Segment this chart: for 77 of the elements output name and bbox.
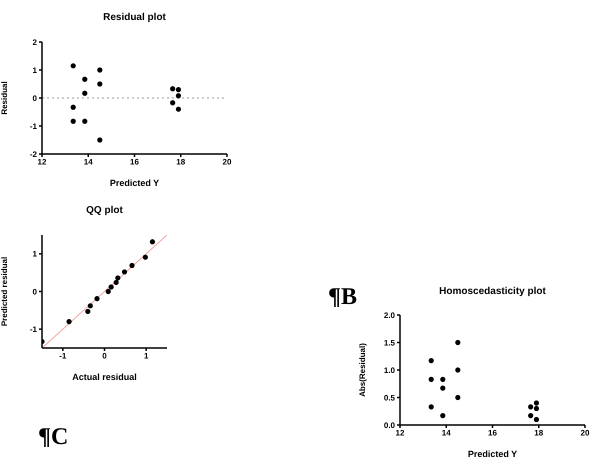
- point: [129, 262, 135, 268]
- point: [455, 367, 460, 373]
- point: [97, 67, 102, 73]
- y-tick-label: -1: [30, 325, 38, 334]
- y-tick-label: 1: [32, 250, 38, 259]
- point: [122, 269, 128, 275]
- x-tick-label: 12: [38, 158, 47, 167]
- point: [528, 404, 534, 410]
- point: [85, 308, 90, 314]
- y-tick-label: 0.0: [384, 420, 396, 430]
- point: [70, 118, 76, 124]
- y-tick-label: 2.0: [384, 310, 396, 320]
- y-tick-label: 2: [32, 38, 38, 47]
- x-tick-label: -1: [59, 352, 67, 361]
- point: [82, 76, 88, 82]
- point: [97, 81, 102, 87]
- y-tick-label: -1: [30, 122, 38, 131]
- point: [88, 303, 93, 308]
- y-tick-label: 1.5: [384, 338, 396, 348]
- y-axis-title: Residual: [0, 81, 9, 115]
- point: [534, 400, 540, 406]
- point: [176, 87, 182, 92]
- point: [534, 406, 540, 412]
- point: [115, 275, 120, 281]
- point: [94, 296, 100, 302]
- chart-title: Residual plot: [102, 12, 167, 23]
- point: [66, 319, 72, 324]
- y-tick-label: 0: [32, 287, 38, 296]
- x-tick-label: 16: [130, 158, 140, 167]
- x-axis-title: Predicted Y: [110, 178, 160, 188]
- x-tick-label: 0: [102, 352, 108, 361]
- point: [440, 376, 446, 382]
- point: [82, 118, 88, 124]
- point: [176, 93, 182, 98]
- x-tick-label: 20: [580, 428, 590, 438]
- point: [455, 340, 460, 346]
- point: [70, 104, 76, 110]
- x-axis-title: Predicted Y: [468, 449, 518, 459]
- x-tick-label: 16: [488, 428, 498, 438]
- point: [150, 239, 156, 244]
- y-tick-label: 0: [32, 94, 38, 103]
- point: [97, 137, 102, 143]
- chart-title: Homoscedasticity plot: [438, 286, 547, 297]
- point: [108, 284, 114, 290]
- y-tick-label: -2: [30, 150, 38, 159]
- point: [114, 280, 119, 286]
- text: ¶B: [328, 284, 357, 311]
- x-tick-label: 20: [222, 158, 232, 167]
- point: [534, 416, 540, 422]
- y-axis-title: Predicted residual: [0, 256, 9, 326]
- point: [440, 386, 446, 391]
- text: ¶C: [38, 424, 68, 451]
- chart-title: QQ plot: [85, 205, 124, 216]
- point: [142, 254, 148, 260]
- point: [428, 376, 434, 382]
- y-tick-label: 1: [32, 66, 38, 75]
- point: [82, 90, 88, 96]
- x-tick-label: 14: [442, 428, 452, 438]
- x-tick-label: 12: [396, 428, 405, 438]
- y-tick-label: 0.5: [384, 393, 396, 402]
- x-tick-label: 18: [534, 428, 544, 438]
- point: [428, 404, 434, 410]
- point: [440, 413, 446, 418]
- point: [528, 413, 534, 418]
- point: [455, 394, 460, 400]
- point: [170, 86, 176, 92]
- point: [428, 358, 434, 364]
- x-tick-label: 14: [84, 158, 94, 167]
- x-tick-label: 1: [144, 352, 149, 361]
- point: [176, 106, 182, 112]
- x-axis-title: Actual residual: [72, 372, 137, 382]
- y-axis-title: Abs(Residual): [358, 342, 367, 397]
- point: [106, 288, 111, 294]
- y-tick-label: 1.0: [384, 366, 396, 375]
- point: [170, 100, 176, 106]
- x-tick-label: 18: [176, 158, 186, 167]
- point: [70, 63, 76, 68]
